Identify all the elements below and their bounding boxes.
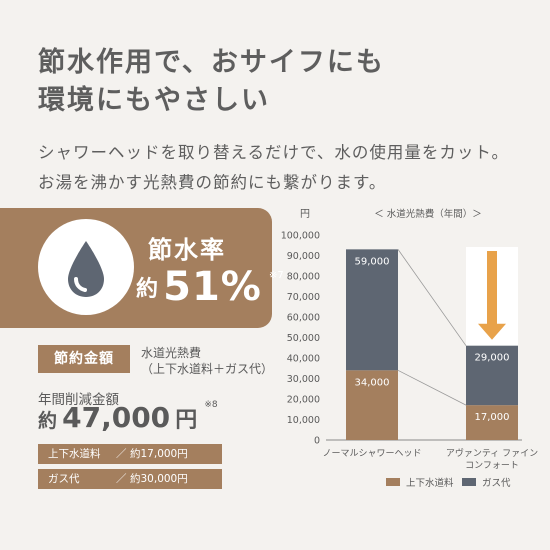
rate-note: ※7 — [268, 270, 284, 281]
water-drop-icon — [38, 219, 134, 315]
breakdown-separator: ／ — [116, 473, 127, 485]
breakdown-separator: ／ — [116, 448, 127, 460]
y-tick-label: 100,000 — [281, 231, 320, 242]
saving-amount-badge: 節約金額 — [38, 345, 130, 373]
legend-swatch — [462, 478, 476, 486]
down-arrow-shaft — [487, 251, 497, 326]
headline-line-2: 環境にもやさしい — [38, 85, 270, 116]
annual-unit: 円 — [175, 408, 198, 433]
headline: 節水作用で、おサイフにも 環境にもやさしい — [38, 44, 385, 120]
bar-data-label: 17,000 — [475, 412, 510, 423]
saving-desc-line-2: （上下水道料＋ガス代） — [141, 362, 274, 376]
bar-data-label: 59,000 — [355, 256, 390, 267]
bar-segment — [346, 249, 398, 371]
bar-segment — [466, 405, 518, 440]
bar-segment — [346, 370, 398, 440]
connector-line — [397, 369, 467, 406]
legend-label: 上下水道料 — [406, 477, 454, 489]
y-tick-label: 20,000 — [287, 395, 320, 406]
saving-description: 水道光熱費 （上下水道料＋ガス代） — [141, 345, 273, 377]
bar-data-label: 29,000 — [475, 353, 510, 364]
water-saving-panel: 節水率 約 51% ※7 — [0, 208, 284, 328]
water-saving-rate: 約 51% ※7 — [136, 264, 284, 310]
subtext: シャワーヘッドを取り替えるだけで、水の使用量をカット。 お湯を沸かす光熱費の節約… — [38, 138, 509, 198]
breakdown-label: 上下水道料 — [48, 448, 101, 460]
y-axis-label: 円 — [300, 209, 310, 220]
y-tick-label: 10,000 — [287, 415, 320, 426]
breakdown-value: 約17,000円 — [130, 448, 188, 460]
annual-reduction-label: 年間削減金額 — [38, 392, 119, 408]
y-tick-label: 30,000 — [287, 374, 320, 385]
annual-prefix: 約 — [38, 410, 58, 432]
down-arrow-head — [478, 323, 506, 340]
y-tick-label: 40,000 — [287, 354, 320, 365]
x-category-label: アヴァンティ ファイン — [446, 447, 538, 459]
y-tick-label: 90,000 — [287, 251, 320, 262]
legend-label: ガス代 — [482, 478, 511, 489]
subtext-line-1: シャワーヘッドを取り替えるだけで、水の使用量をカット。 — [38, 143, 510, 162]
breakdown-label: ガス代 — [48, 473, 80, 485]
subtext-line-2: お湯を沸かす光熱費の節約にも繋がります。 — [38, 173, 387, 192]
breakdown-row-gas: ガス代 ／ 約30,000円 — [38, 469, 222, 489]
rate-value: 51% — [163, 264, 262, 310]
breakdown-value: 約30,000円 — [130, 473, 188, 485]
bar-segment — [466, 345, 518, 406]
x-category-label-line2: コンフォート — [465, 461, 519, 471]
x-category-label: ノーマルシャワーヘッド — [322, 449, 421, 459]
rate-prefix: 約 — [136, 277, 159, 302]
breakdown-row-water: 上下水道料 ／ 約17,000円 — [38, 444, 222, 464]
annual-value: 47,000 — [62, 401, 171, 434]
water-saving-label: 節水率 — [148, 236, 226, 264]
bar-data-label: 34,000 — [355, 377, 390, 388]
annual-reduction-amount: 約 47,000 円 ※8 — [38, 400, 218, 434]
y-tick-label: 50,000 — [287, 333, 320, 344]
chart-title: ＜ 水道光熱費（年間）＞ — [374, 208, 482, 220]
annual-note: ※8 — [204, 400, 218, 410]
utility-cost-chart: 円 ＜ 水道光熱費（年間）＞ 0 10,000 20,000 30,000 40,000 50… — [281, 208, 538, 489]
headline-line-1: 節水作用で、おサイフにも — [38, 47, 385, 78]
y-tick-label: 80,000 — [287, 272, 320, 283]
y-tick-label: 70,000 — [287, 292, 320, 303]
y-tick-label: 0 — [314, 436, 320, 447]
y-tick-label: 60,000 — [287, 313, 320, 324]
saving-desc-line-1: 水道光熱費 — [141, 346, 202, 360]
connector-line — [397, 249, 467, 346]
legend-swatch — [386, 478, 400, 486]
water-drop-icon-svg — [68, 241, 104, 297]
